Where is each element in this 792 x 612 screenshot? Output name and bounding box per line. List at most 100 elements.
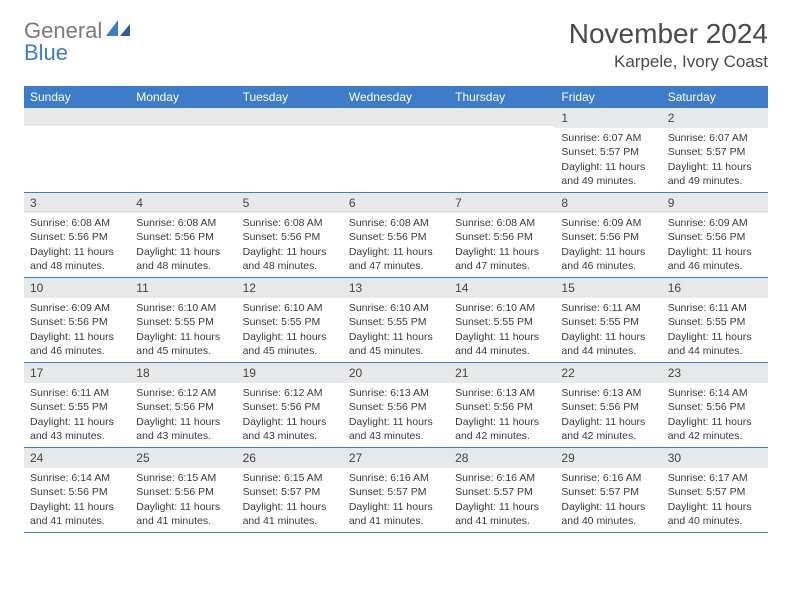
- day-info-line: Sunrise: 6:09 AM: [561, 216, 655, 230]
- day-info-line: Sunrise: 6:10 AM: [243, 301, 337, 315]
- day-info-line: Daylight: 11 hours and 41 minutes.: [349, 500, 443, 528]
- day-info-line: Sunrise: 6:12 AM: [136, 386, 230, 400]
- day-info-line: Sunrise: 6:12 AM: [243, 386, 337, 400]
- day-info-line: Sunrise: 6:13 AM: [349, 386, 443, 400]
- day-info-line: Sunrise: 6:09 AM: [30, 301, 124, 315]
- day-number: [449, 108, 555, 126]
- day-number: 18: [130, 363, 236, 383]
- day-info-line: Daylight: 11 hours and 46 minutes.: [561, 245, 655, 273]
- day-info-line: Daylight: 11 hours and 41 minutes.: [136, 500, 230, 528]
- day-info-line: Sunset: 5:55 PM: [561, 315, 655, 329]
- day-body: Sunrise: 6:14 AMSunset: 5:56 PMDaylight:…: [662, 383, 768, 447]
- day-info-line: Sunrise: 6:08 AM: [349, 216, 443, 230]
- day-cell: 20Sunrise: 6:13 AMSunset: 5:56 PMDayligh…: [343, 363, 449, 447]
- day-body: Sunrise: 6:15 AMSunset: 5:56 PMDaylight:…: [130, 468, 236, 532]
- day-cell: 4Sunrise: 6:08 AMSunset: 5:56 PMDaylight…: [130, 193, 236, 277]
- week-row: 1Sunrise: 6:07 AMSunset: 5:57 PMDaylight…: [24, 108, 768, 193]
- day-cell: [130, 108, 236, 192]
- day-cell: 5Sunrise: 6:08 AMSunset: 5:56 PMDaylight…: [237, 193, 343, 277]
- day-info-line: Sunset: 5:56 PM: [136, 400, 230, 414]
- day-info-line: Sunrise: 6:08 AM: [455, 216, 549, 230]
- day-info-line: Sunset: 5:56 PM: [349, 230, 443, 244]
- day-number: 24: [24, 448, 130, 468]
- day-number: 5: [237, 193, 343, 213]
- day-info-line: Sunrise: 6:10 AM: [349, 301, 443, 315]
- day-info-line: Sunrise: 6:14 AM: [30, 471, 124, 485]
- day-info-line: Sunset: 5:56 PM: [136, 230, 230, 244]
- day-info-line: Sunset: 5:56 PM: [455, 230, 549, 244]
- day-info-line: Daylight: 11 hours and 41 minutes.: [30, 500, 124, 528]
- day-cell: [343, 108, 449, 192]
- day-number: 23: [662, 363, 768, 383]
- day-info-line: Daylight: 11 hours and 43 minutes.: [349, 415, 443, 443]
- day-body: Sunrise: 6:09 AMSunset: 5:56 PMDaylight:…: [662, 213, 768, 277]
- day-body: Sunrise: 6:11 AMSunset: 5:55 PMDaylight:…: [662, 298, 768, 362]
- day-info-line: Sunset: 5:55 PM: [30, 400, 124, 414]
- day-info-line: Daylight: 11 hours and 46 minutes.: [30, 330, 124, 358]
- day-number: 10: [24, 278, 130, 298]
- day-info-line: Daylight: 11 hours and 43 minutes.: [243, 415, 337, 443]
- day-number: [130, 108, 236, 126]
- day-info-line: Sunrise: 6:15 AM: [136, 471, 230, 485]
- day-body: Sunrise: 6:08 AMSunset: 5:56 PMDaylight:…: [24, 213, 130, 277]
- day-info-line: Sunset: 5:57 PM: [349, 485, 443, 499]
- day-info-line: Sunrise: 6:13 AM: [455, 386, 549, 400]
- day-number: [343, 108, 449, 126]
- day-body: Sunrise: 6:11 AMSunset: 5:55 PMDaylight:…: [24, 383, 130, 447]
- day-info-line: Sunset: 5:56 PM: [668, 230, 762, 244]
- day-header-cell: Tuesday: [237, 86, 343, 108]
- day-cell: 3Sunrise: 6:08 AMSunset: 5:56 PMDaylight…: [24, 193, 130, 277]
- day-info-line: Daylight: 11 hours and 44 minutes.: [668, 330, 762, 358]
- day-cell: 2Sunrise: 6:07 AMSunset: 5:57 PMDaylight…: [662, 108, 768, 192]
- day-number: 7: [449, 193, 555, 213]
- day-info-line: Sunrise: 6:11 AM: [561, 301, 655, 315]
- day-info-line: Sunset: 5:57 PM: [243, 485, 337, 499]
- day-number: 26: [237, 448, 343, 468]
- day-number: 6: [343, 193, 449, 213]
- day-body: Sunrise: 6:13 AMSunset: 5:56 PMDaylight:…: [449, 383, 555, 447]
- day-info-line: Sunset: 5:55 PM: [136, 315, 230, 329]
- day-cell: 27Sunrise: 6:16 AMSunset: 5:57 PMDayligh…: [343, 448, 449, 532]
- day-cell: 22Sunrise: 6:13 AMSunset: 5:56 PMDayligh…: [555, 363, 661, 447]
- day-number: 9: [662, 193, 768, 213]
- day-number: 8: [555, 193, 661, 213]
- day-header-cell: Saturday: [662, 86, 768, 108]
- day-number: 16: [662, 278, 768, 298]
- location: Karpele, Ivory Coast: [569, 52, 768, 72]
- day-number: 4: [130, 193, 236, 213]
- day-number: 3: [24, 193, 130, 213]
- day-info-line: Sunrise: 6:13 AM: [561, 386, 655, 400]
- day-number: [24, 108, 130, 126]
- day-body: Sunrise: 6:11 AMSunset: 5:55 PMDaylight:…: [555, 298, 661, 362]
- day-cell: 6Sunrise: 6:08 AMSunset: 5:56 PMDaylight…: [343, 193, 449, 277]
- day-info-line: Sunset: 5:55 PM: [668, 315, 762, 329]
- day-info-line: Sunset: 5:57 PM: [561, 145, 655, 159]
- day-number: 17: [24, 363, 130, 383]
- day-header-cell: Thursday: [449, 86, 555, 108]
- day-number: 25: [130, 448, 236, 468]
- day-info-line: Sunset: 5:57 PM: [668, 485, 762, 499]
- day-body: Sunrise: 6:10 AMSunset: 5:55 PMDaylight:…: [237, 298, 343, 362]
- day-info-line: Sunrise: 6:16 AM: [561, 471, 655, 485]
- day-header-cell: Wednesday: [343, 86, 449, 108]
- day-number: 27: [343, 448, 449, 468]
- day-cell: 14Sunrise: 6:10 AMSunset: 5:55 PMDayligh…: [449, 278, 555, 362]
- day-info-line: Sunrise: 6:10 AM: [136, 301, 230, 315]
- day-info-line: Sunset: 5:57 PM: [561, 485, 655, 499]
- day-info-line: Sunset: 5:56 PM: [561, 400, 655, 414]
- day-info-line: Sunrise: 6:17 AM: [668, 471, 762, 485]
- day-info-line: Sunset: 5:56 PM: [30, 230, 124, 244]
- day-cell: 26Sunrise: 6:15 AMSunset: 5:57 PMDayligh…: [237, 448, 343, 532]
- day-body: Sunrise: 6:10 AMSunset: 5:55 PMDaylight:…: [449, 298, 555, 362]
- month-title: November 2024: [569, 18, 768, 50]
- week-row: 3Sunrise: 6:08 AMSunset: 5:56 PMDaylight…: [24, 193, 768, 278]
- day-info-line: Daylight: 11 hours and 48 minutes.: [243, 245, 337, 273]
- day-info-line: Sunrise: 6:11 AM: [668, 301, 762, 315]
- day-number: 22: [555, 363, 661, 383]
- day-body: Sunrise: 6:08 AMSunset: 5:56 PMDaylight:…: [343, 213, 449, 277]
- day-info-line: Sunrise: 6:08 AM: [30, 216, 124, 230]
- day-header-cell: Friday: [555, 86, 661, 108]
- day-cell: 18Sunrise: 6:12 AMSunset: 5:56 PMDayligh…: [130, 363, 236, 447]
- day-info-line: Daylight: 11 hours and 43 minutes.: [30, 415, 124, 443]
- day-info-line: Daylight: 11 hours and 44 minutes.: [561, 330, 655, 358]
